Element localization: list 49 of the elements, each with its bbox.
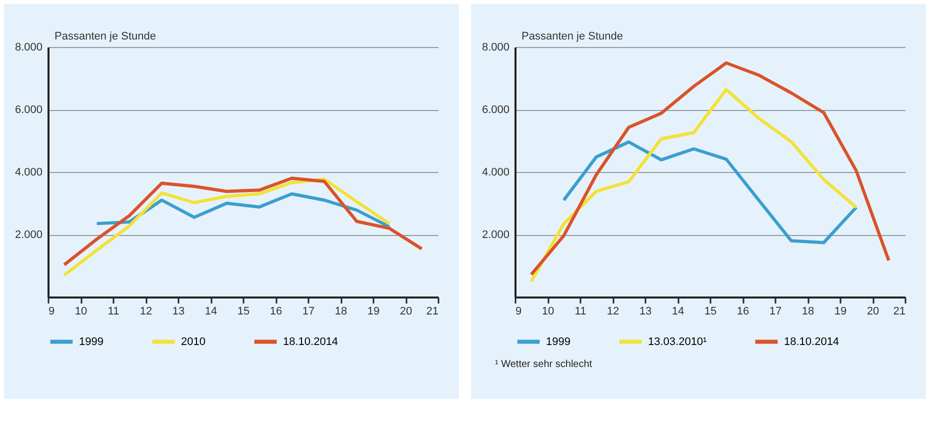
x-tick-label: 21 <box>426 306 438 318</box>
y-axis-title: Passanten je Stunde <box>522 30 624 42</box>
x-tick-label: 11 <box>108 306 120 318</box>
y-tick-label: 4.000 <box>482 166 510 178</box>
x-tick-label: 10 <box>542 306 554 318</box>
y-axis-title: Passanten je Stunde <box>54 30 156 42</box>
legend-label: 1999 <box>546 336 570 348</box>
x-tick-label: 14 <box>672 306 684 318</box>
line-series <box>562 140 858 244</box>
x-tick-label: 12 <box>606 306 620 318</box>
legend-label: 1999 <box>79 336 104 348</box>
line-series <box>62 178 391 277</box>
y-tick-label: 6.000 <box>482 104 510 116</box>
x-tick-label: 9 <box>48 306 55 318</box>
y-tick-label: 4.000 <box>14 166 42 178</box>
x-tick-label: 17 <box>302 306 315 318</box>
x-tick-label: 15 <box>237 306 250 318</box>
x-tick-label: 17 <box>769 306 782 318</box>
x-tick-label: 15 <box>704 306 717 318</box>
x-tick-label: 19 <box>367 306 380 318</box>
x-tick-label: 16 <box>736 306 750 318</box>
x-tick-label: 13 <box>172 306 185 318</box>
x-tick-label: 10 <box>74 306 88 318</box>
x-tick-label: 19 <box>834 306 847 318</box>
line-series <box>62 176 424 266</box>
x-tick-label: 21 <box>893 306 906 318</box>
x-tick-label: 16 <box>270 306 282 318</box>
x-tick-label: 14 <box>204 306 218 318</box>
line-series <box>530 61 890 276</box>
legend-label: 18.10.2014 <box>784 336 840 348</box>
y-tick-label: 8.000 <box>482 42 510 54</box>
x-tick-label: 11 <box>574 306 586 318</box>
x-tick-label: 20 <box>400 306 412 318</box>
line-series <box>95 192 391 228</box>
y-tick-label: 6.000 <box>14 104 42 116</box>
y-tick-label: 2.000 <box>482 229 510 241</box>
x-tick-label: 18 <box>334 306 348 318</box>
legend-label: 2010 <box>181 336 206 348</box>
text: ¹ Wetter sehr schlecht <box>495 359 592 370</box>
x-tick-label: 20 <box>866 306 880 318</box>
x-tick-label: 9 <box>516 306 522 318</box>
line-series <box>530 88 858 283</box>
x-tick-label: 18 <box>802 306 814 318</box>
y-tick-label: 2.000 <box>14 229 42 241</box>
x-tick-label: 13 <box>639 306 652 318</box>
x-tick-label: 12 <box>140 306 152 318</box>
legend-label: 18.10.2014 <box>283 336 338 348</box>
y-tick-label: 8.000 <box>14 42 42 54</box>
legend-label: 13.03.2010¹ <box>648 336 708 348</box>
